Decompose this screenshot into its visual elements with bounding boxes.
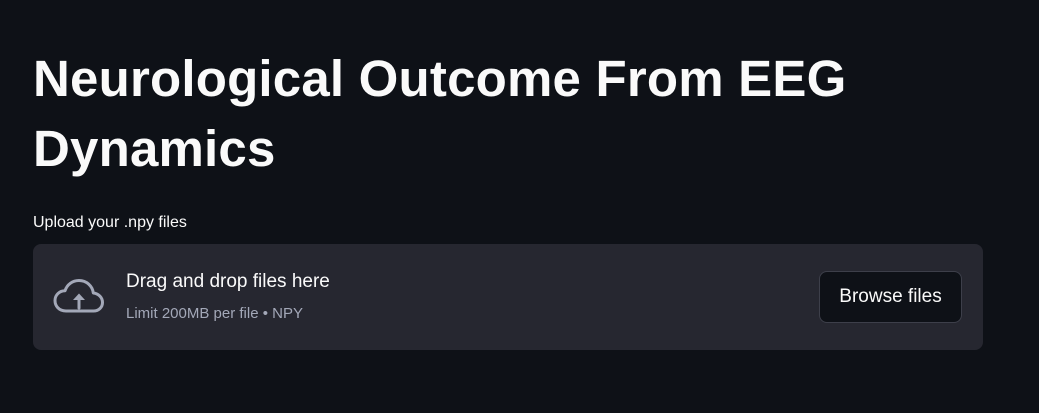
browse-files-button[interactable]: Browse files bbox=[819, 271, 962, 323]
file-limit-text: Limit 200MB per file • NPY bbox=[126, 305, 303, 322]
cloud-upload-icon bbox=[53, 278, 105, 316]
file-uploader-label: Upload your .npy files bbox=[33, 214, 187, 231]
drop-instruction: Drag and drop files here bbox=[126, 271, 330, 292]
dropzone-instructions: Drag and drop files here Limit 200MB per… bbox=[126, 269, 330, 324]
page-title: Neurological Outcome From EEG Dynamics bbox=[33, 50, 847, 177]
file-dropzone[interactable]: Drag and drop files here Limit 200MB per… bbox=[33, 244, 983, 350]
